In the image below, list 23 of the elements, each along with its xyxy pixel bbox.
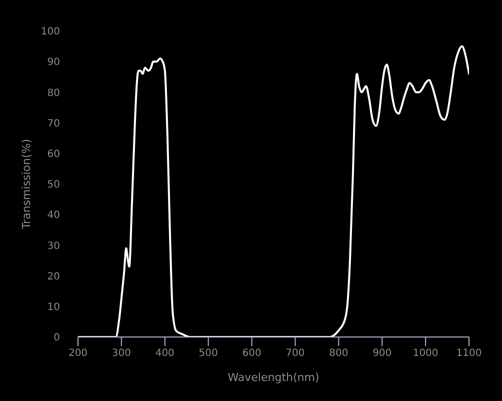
x-tick-label: 800 (329, 348, 348, 360)
x-tick-label: 1100 (456, 348, 482, 360)
y-tick-label: 60 (47, 148, 60, 160)
y-tick-label: 80 (47, 88, 60, 99)
y-axis-title: Transmission(%) (20, 138, 33, 230)
y-tick-label: 50 (47, 180, 60, 191)
y-tick-label: 100 (40, 26, 60, 38)
y-tick-label: 20 (47, 271, 60, 282)
x-tick-label: 400 (155, 348, 174, 360)
y-tick-label: 70 (47, 118, 60, 130)
x-axis-title: Wavelength(nm) (228, 371, 320, 384)
x-tick-label: 200 (68, 348, 88, 360)
x-tick-label: 900 (372, 348, 392, 360)
x-tick-label: 600 (242, 348, 262, 360)
y-tick-label: 90 (47, 57, 60, 68)
y-tick-label: 30 (47, 240, 60, 252)
x-tick-label: 1000 (412, 348, 438, 360)
x-tick-label: 700 (286, 348, 305, 360)
y-tick-label: 0 (54, 332, 60, 344)
x-tick-label: 500 (198, 348, 218, 360)
y-tick-label: 10 (47, 302, 60, 313)
y-tick-label: 40 (47, 210, 60, 222)
x-tick-label: 300 (112, 348, 131, 360)
